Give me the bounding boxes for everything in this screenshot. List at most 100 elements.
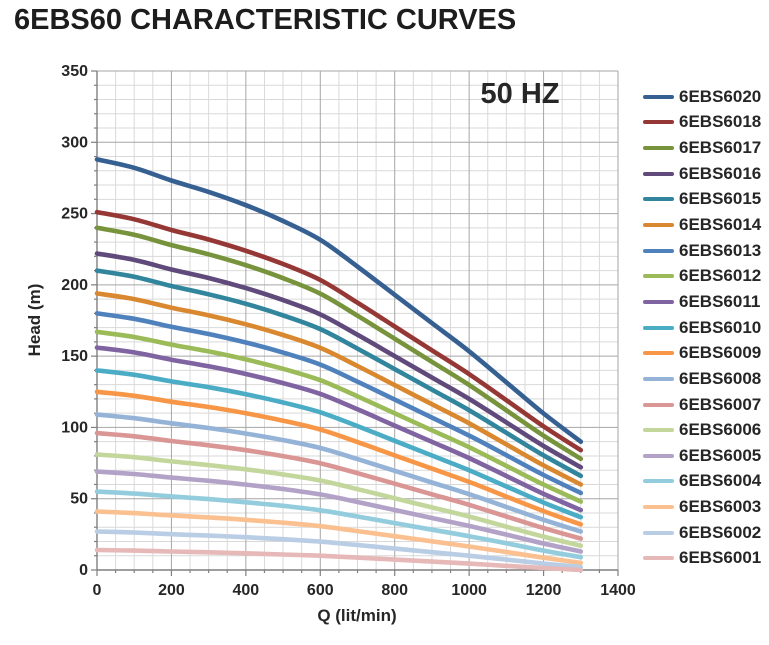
legend-swatch (643, 223, 674, 228)
legend-swatch (643, 530, 674, 535)
chart-title: 6EBS60 CHARACTERISTIC CURVES (14, 4, 517, 36)
legend-item-6EBS6018: 6EBS6018 (643, 110, 761, 136)
legend-label: 6EBS6002 (679, 522, 762, 542)
legend-item-6EBS6002: 6EBS6002 (643, 520, 761, 546)
curve-6EBS6001 (94, 547, 584, 573)
legend-swatch (643, 120, 674, 125)
legend-item-6EBS6009: 6EBS6009 (643, 340, 761, 366)
curve-6EBS6002 (94, 529, 584, 570)
curve-6EBS6020 (94, 157, 584, 444)
curve-6EBS6018 (94, 209, 584, 453)
curve-6EBS6009 (94, 389, 584, 527)
y-axis-label: Head (m) (25, 284, 44, 357)
x-axis-label: Q (lit/min) (317, 606, 396, 625)
legend-label: 6EBS6020 (679, 86, 762, 106)
legend-item-6EBS6020: 6EBS6020 (643, 84, 761, 110)
tick-label: 1200 (526, 582, 562, 599)
legend-item-6EBS6004: 6EBS6004 (643, 469, 761, 495)
curve-6EBS6005 (94, 469, 584, 554)
axis-ticks (91, 70, 619, 576)
curve-6EBS6011 (94, 345, 584, 513)
tick-label: 350 (61, 63, 88, 80)
legend-swatch (643, 428, 674, 433)
legend-label: 6EBS6003 (679, 497, 762, 517)
legend-item-6EBS6012: 6EBS6012 (643, 263, 761, 289)
legend-label: 6EBS6009 (679, 343, 762, 363)
legend-label: 6EBS6011 (679, 291, 761, 311)
legend-swatch (643, 274, 674, 279)
curve-6EBS6015 (94, 268, 584, 479)
legend-swatch (643, 325, 674, 330)
legend-label: 6EBS6006 (679, 420, 762, 440)
curve-6EBS6012 (94, 329, 584, 504)
curve-6EBS6006 (94, 452, 584, 549)
legend-label: 6EBS6007 (679, 394, 762, 414)
legend-swatch (643, 299, 674, 304)
curve-6EBS6017 (94, 225, 584, 462)
legend-label: 6EBS6005 (679, 445, 762, 465)
tick-label: 150 (61, 348, 88, 365)
tick-label: 200 (61, 277, 88, 294)
legend-swatch (643, 351, 674, 356)
curve-6EBS6004 (94, 489, 584, 560)
legend-swatch (643, 505, 674, 510)
legend-item-6EBS6013: 6EBS6013 (643, 238, 761, 264)
chart-legend: 6EBS6020 6EBS6018 6EBS6017 6EBS6016 6EBS6015… (643, 84, 761, 571)
legend-swatch (643, 146, 674, 151)
tick-label: 0 (79, 562, 88, 579)
legend-item-6EBS6011: 6EBS6011 (643, 289, 761, 315)
legend-swatch (643, 171, 674, 176)
legend-label: 6EBS6018 (679, 112, 762, 132)
curve-6EBS6003 (94, 509, 584, 566)
axis-tick-labels: 0 50 100 150 200 250 300 350 0 200 400 600 800 1000 12… (61, 63, 636, 599)
legend-label: 6EBS6004 (679, 471, 762, 491)
legend-item-6EBS6003: 6EBS6003 (643, 494, 761, 520)
legend-swatch (643, 402, 674, 407)
legend-item-6EBS6008: 6EBS6008 (643, 366, 761, 392)
legend-swatch (643, 479, 674, 484)
legend-label: 6EBS6017 (679, 138, 762, 158)
tick-label: 100 (61, 419, 88, 436)
tick-label: 0 (93, 582, 102, 599)
legend-swatch (643, 248, 674, 253)
tick-label: 400 (233, 582, 260, 599)
legend-label: 6EBS6001 (679, 548, 762, 568)
tick-label: 50 (70, 491, 88, 508)
frequency-annotation: 50 HZ (480, 78, 560, 110)
tick-label: 800 (381, 582, 408, 599)
tick-label: 1400 (600, 582, 636, 599)
curve-6EBS6016 (94, 251, 584, 470)
legend-item-6EBS6016: 6EBS6016 (643, 161, 761, 187)
legend-item-6EBS6014: 6EBS6014 (643, 212, 761, 238)
tick-label: 1000 (451, 582, 487, 599)
legend-item-6EBS6015: 6EBS6015 (643, 187, 761, 213)
legend-label: 6EBS6014 (679, 215, 762, 235)
curve-6EBS6013 (94, 311, 584, 496)
tick-label: 300 (61, 134, 88, 151)
pump-curves (94, 157, 584, 573)
legend-item-6EBS6017: 6EBS6017 (643, 135, 761, 161)
legend-label: 6EBS6016 (679, 163, 762, 183)
legend-item-6EBS6007: 6EBS6007 (643, 392, 761, 418)
curve-6EBS6008 (94, 412, 584, 534)
curve-6EBS6007 (94, 430, 584, 541)
legend-swatch (643, 556, 674, 561)
legend-label: 6EBS6010 (679, 317, 762, 337)
legend-swatch (643, 453, 674, 458)
legend-swatch (643, 376, 674, 381)
legend-item-6EBS6005: 6EBS6005 (643, 443, 761, 469)
legend-swatch (643, 197, 674, 202)
tick-label: 200 (158, 582, 185, 599)
legend-label: 6EBS6013 (679, 240, 762, 260)
curve-6EBS6014 (94, 291, 584, 487)
tick-label: 250 (61, 206, 88, 223)
legend-label: 6EBS6012 (679, 266, 762, 286)
legend-label: 6EBS6008 (679, 368, 762, 388)
curve-6EBS6010 (94, 368, 584, 520)
legend-swatch (643, 94, 674, 99)
legend-label: 6EBS6015 (679, 189, 762, 209)
legend-item-6EBS6010: 6EBS6010 (643, 315, 761, 341)
tick-label: 600 (307, 582, 334, 599)
